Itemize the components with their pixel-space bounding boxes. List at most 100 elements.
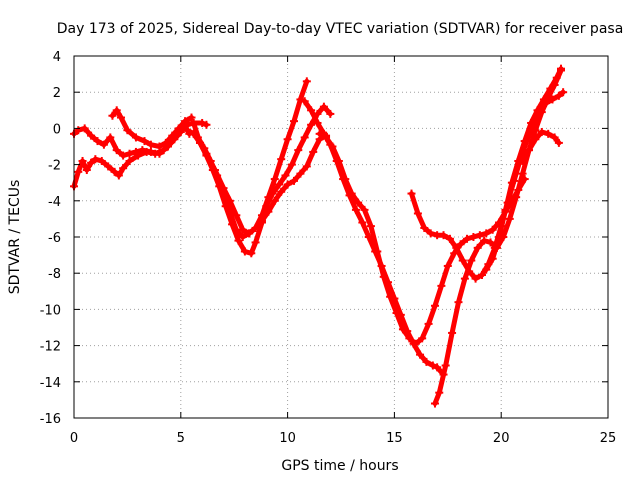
y-tick-label: -12	[40, 340, 61, 355]
data-point	[439, 231, 448, 240]
y-tick-label: -10	[40, 303, 61, 318]
data-point	[351, 205, 360, 214]
data-point	[168, 131, 177, 140]
data-point	[420, 223, 429, 232]
data-point	[454, 298, 463, 307]
x-axis-label: GPS time / hours	[281, 458, 398, 474]
data-point	[354, 198, 363, 207]
data-point	[87, 131, 96, 140]
data-point	[277, 187, 286, 196]
data-point	[87, 158, 96, 167]
data-point	[458, 256, 467, 265]
data-point	[373, 247, 382, 256]
data-point	[463, 234, 472, 243]
data-point	[469, 233, 478, 241]
x-tick-label: 5	[177, 431, 185, 446]
data-point	[270, 175, 279, 184]
y-tick-label: 2	[53, 86, 61, 101]
data-point	[539, 95, 548, 104]
data-point	[307, 120, 316, 129]
data-point	[341, 175, 350, 184]
data-point	[116, 113, 125, 122]
data-point	[552, 73, 561, 82]
data-point	[379, 272, 388, 281]
data-point	[104, 162, 113, 171]
data-point	[74, 126, 83, 135]
data-point	[441, 361, 450, 370]
data-point	[467, 256, 476, 265]
series-8-line	[317, 131, 528, 347]
data-point	[398, 325, 407, 334]
data-point	[257, 211, 266, 220]
data-point	[482, 229, 491, 238]
data-point	[78, 156, 87, 165]
data-point	[225, 207, 234, 216]
data-point	[445, 234, 454, 243]
data-point	[114, 171, 123, 180]
data-point	[140, 137, 149, 146]
data-point	[418, 334, 427, 343]
data-point	[328, 142, 337, 151]
data-point	[360, 205, 369, 214]
data-point	[213, 171, 222, 180]
data-point	[554, 138, 563, 147]
data-point	[290, 176, 299, 185]
data-point	[112, 106, 121, 115]
data-point	[437, 281, 446, 290]
x-tick-label: 25	[600, 431, 617, 446]
data-point	[219, 187, 228, 196]
y-tick-label: 0	[53, 122, 61, 137]
data-point	[448, 328, 457, 337]
data-point	[181, 117, 190, 126]
data-point	[495, 233, 504, 241]
data-point	[443, 261, 452, 270]
data-point	[108, 111, 117, 120]
data-point	[322, 133, 331, 142]
data-point	[435, 388, 444, 397]
data-point	[559, 88, 568, 97]
data-point	[189, 118, 198, 127]
axis-ticks	[73, 55, 609, 419]
data-point	[183, 126, 192, 135]
data-point	[245, 229, 254, 238]
y-tick-label: -2	[48, 159, 61, 174]
data-point	[527, 118, 536, 127]
data-point	[544, 129, 553, 138]
data-point	[471, 274, 480, 283]
data-point	[407, 189, 416, 198]
data-point	[347, 189, 356, 198]
data-point	[91, 155, 100, 164]
data-point	[300, 97, 309, 106]
data-point	[125, 149, 134, 158]
data-point	[488, 254, 497, 263]
data-point	[119, 164, 128, 173]
data-point	[155, 142, 164, 151]
y-axis-label: SDTVAR / TECUs	[7, 180, 23, 295]
x-tick-label: 20	[493, 431, 510, 446]
data-point	[174, 124, 183, 133]
data-point	[161, 138, 170, 147]
data-point	[488, 225, 497, 234]
data-point	[424, 319, 433, 328]
y-tick-label: -8	[48, 267, 61, 282]
data-point	[287, 160, 296, 169]
data-point	[430, 301, 439, 310]
data-point	[392, 309, 401, 318]
data-point	[411, 339, 420, 348]
data-point	[482, 265, 491, 274]
data-point	[475, 231, 484, 240]
data-point	[125, 156, 134, 165]
data-point	[358, 218, 367, 227]
data-point	[531, 126, 540, 135]
data-point	[422, 357, 431, 366]
data-point	[386, 292, 395, 301]
data-point	[131, 133, 140, 142]
y-tick-label: -14	[40, 376, 61, 391]
data-point	[193, 133, 202, 142]
data-point	[275, 180, 284, 189]
x-tick-label: 0	[70, 431, 78, 446]
data-point	[198, 118, 207, 127]
data-point	[112, 146, 121, 155]
data-point	[366, 222, 375, 231]
data-point	[460, 274, 469, 283]
